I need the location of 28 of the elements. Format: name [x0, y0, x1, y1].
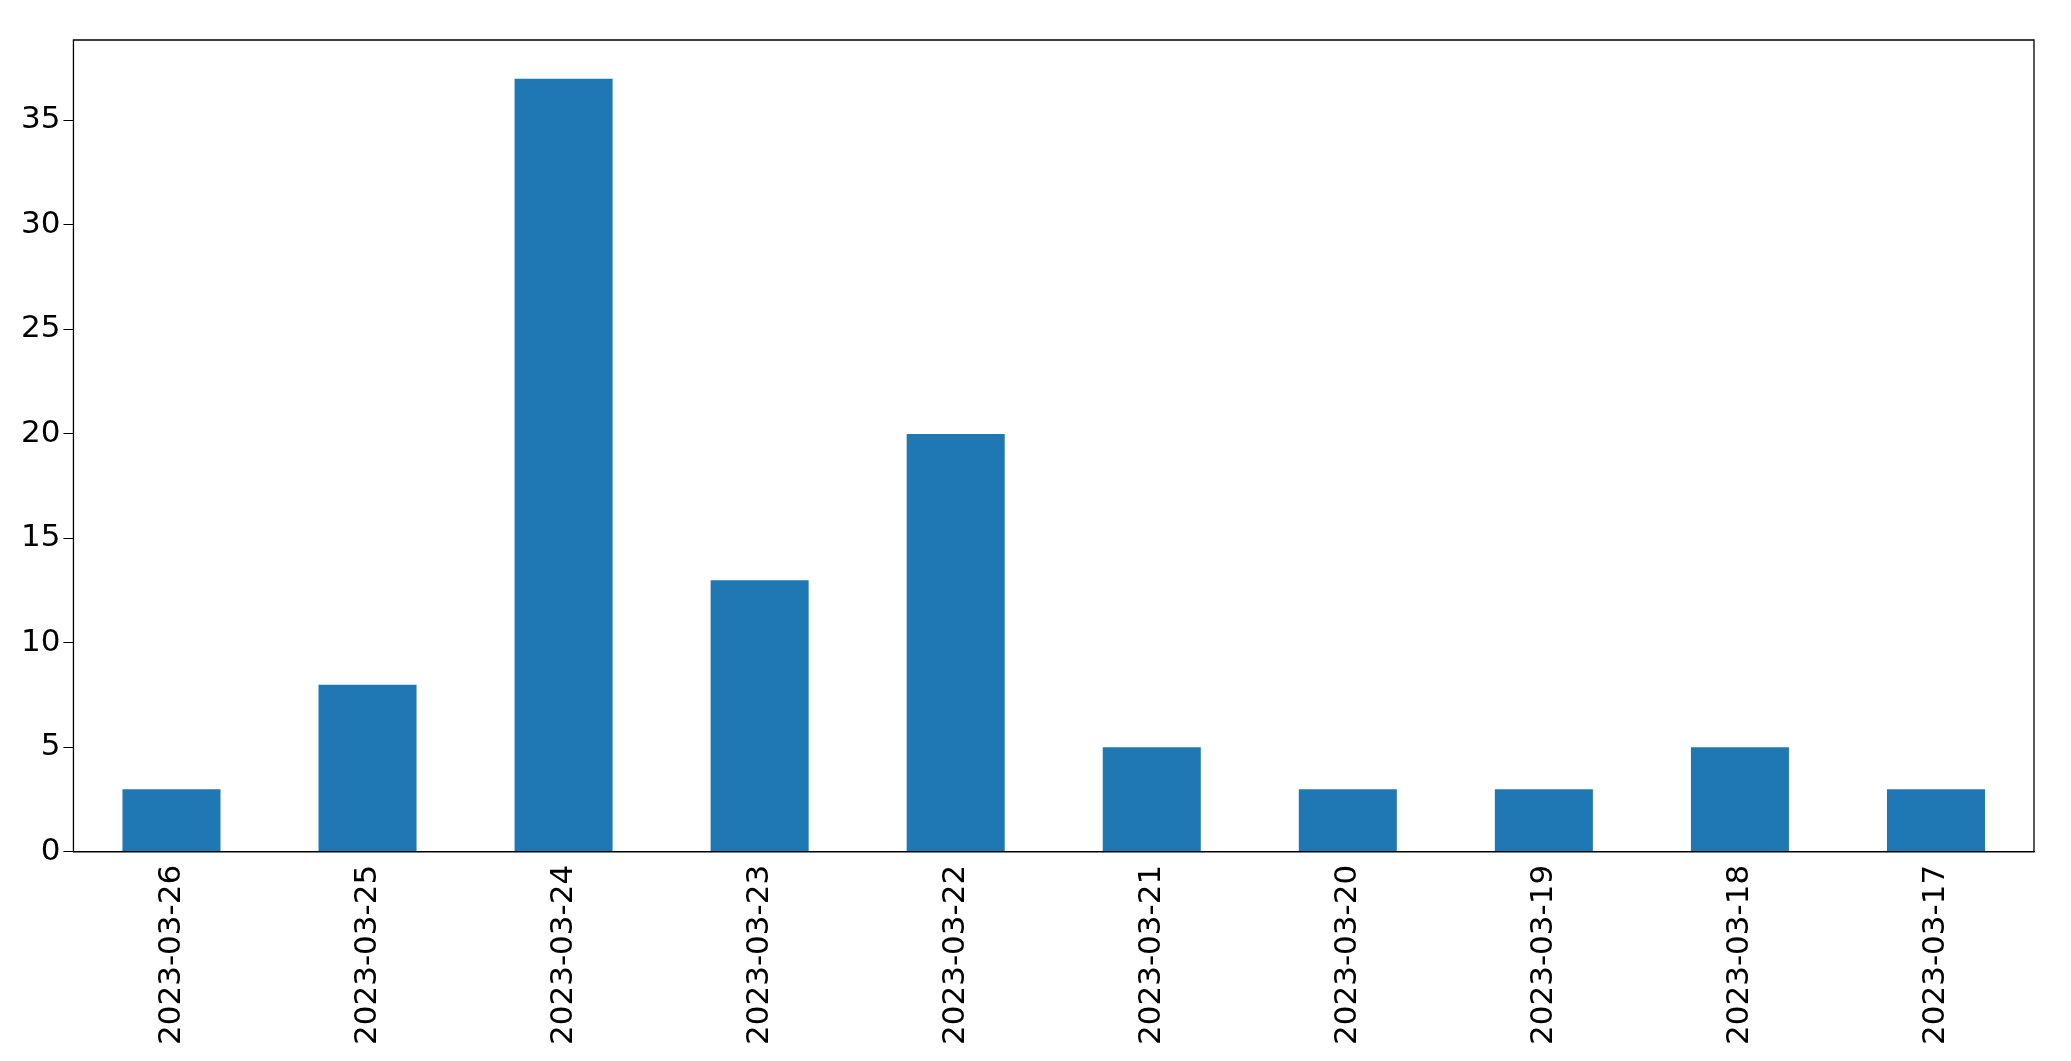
y-tick-label: 0: [40, 830, 61, 867]
y-tick-label: 25: [20, 308, 61, 345]
bar: [906, 433, 1005, 852]
y-tick-label: 20: [20, 412, 61, 449]
x-tick-label: 2023-03-22: [934, 864, 971, 1046]
x-tick-label: 2023-03-20: [1326, 864, 1363, 1046]
y-tick-label: 10: [20, 621, 61, 658]
x-tick-label: 2023-03-26: [150, 864, 187, 1046]
y-tick-label: 30: [20, 203, 61, 240]
bar: [1690, 747, 1789, 852]
y-tick-label: 5: [40, 726, 61, 763]
bar: [122, 789, 221, 852]
y-tick-label: 35: [20, 99, 61, 136]
bar: [1298, 789, 1397, 852]
bar: [710, 580, 809, 852]
x-tick-label: 2023-03-18: [1718, 864, 1755, 1046]
bar: [1102, 747, 1201, 852]
x-tick-label: 2023-03-21: [1130, 864, 1167, 1046]
bar: [1494, 789, 1593, 852]
bar: [318, 684, 417, 852]
x-tick-label: 2023-03-17: [1915, 864, 1952, 1046]
bar: [514, 78, 613, 852]
x-tick-label: 2023-03-19: [1522, 864, 1559, 1046]
x-tick-label: 2023-03-25: [346, 864, 383, 1046]
bar: [1886, 789, 1985, 852]
x-tick-label: 2023-03-24: [542, 864, 579, 1046]
x-tick-label: 2023-03-23: [738, 864, 775, 1046]
y-tick-label: 15: [20, 517, 61, 554]
